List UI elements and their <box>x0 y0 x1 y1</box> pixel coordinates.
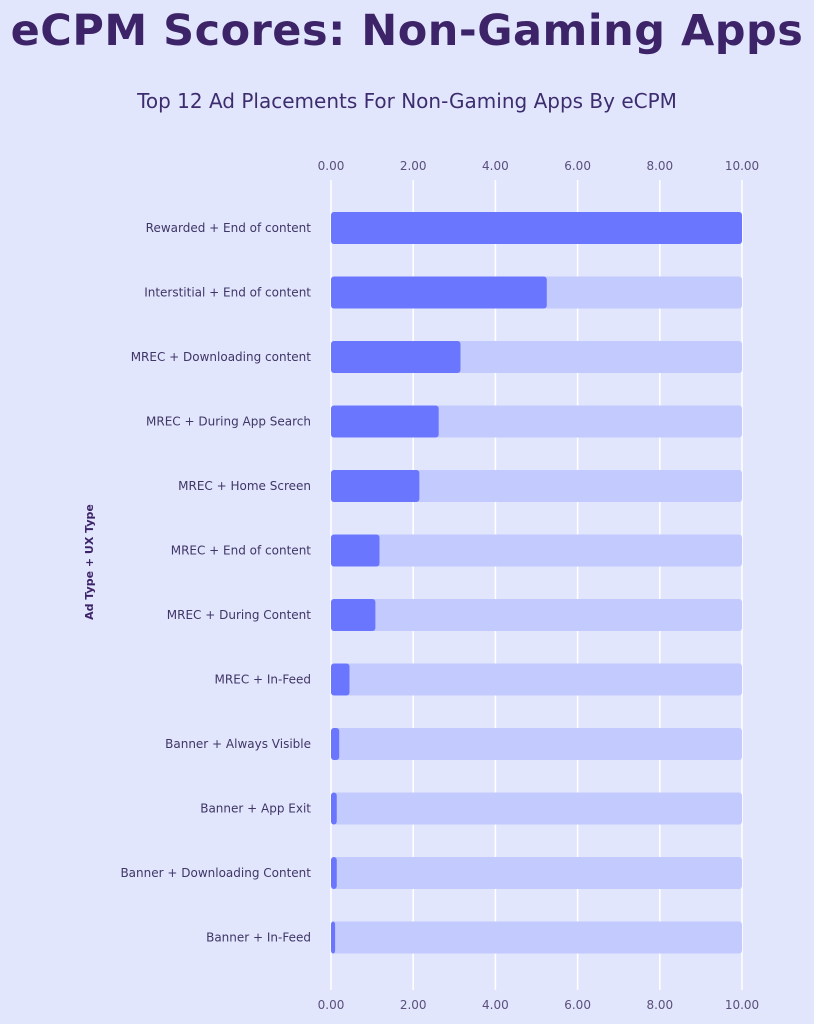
bar <box>331 405 439 438</box>
x-axis-top: 0.00 2.00 4.00 6.00 8.00 10.00 <box>318 159 760 173</box>
x-tick-label-bottom: 6.00 <box>564 998 591 1012</box>
x-tick-label-top: 10.00 <box>725 159 759 173</box>
bar-track <box>331 792 742 825</box>
x-tick-label-bottom: 8.00 <box>646 998 673 1012</box>
bar <box>331 663 350 696</box>
page-title: eCPM Scores: Non-Gaming Apps <box>10 6 804 56</box>
category-label: Interstitial + End of content <box>144 286 311 300</box>
bar-track <box>331 857 742 889</box>
bar-track <box>331 599 742 631</box>
bar-track <box>331 534 742 567</box>
x-axis-bottom: 0.00 2.00 4.00 6.00 8.00 10.00 <box>318 998 760 1012</box>
chart-subtitle: Top 12 Ad Placements For Non-Gaming Apps… <box>137 89 677 113</box>
bar <box>331 792 337 825</box>
category-label: MREC + Home Screen <box>178 479 311 493</box>
category-label: Rewarded + End of content <box>146 221 312 235</box>
bar-track <box>331 470 742 502</box>
category-label: MREC + End of content <box>171 544 312 558</box>
bar <box>331 534 380 567</box>
category-label: MREC + During App Search <box>146 415 311 429</box>
gridlines <box>330 180 743 990</box>
bar-track <box>331 921 742 954</box>
bar <box>331 212 742 244</box>
category-labels: Rewarded + End of content Interstitial + … <box>120 221 311 945</box>
x-tick-label-bottom: 10.00 <box>725 998 759 1012</box>
bar <box>331 921 336 954</box>
bar <box>331 276 547 309</box>
x-tick-label-top: 2.00 <box>400 159 427 173</box>
x-tick-label-bottom: 2.00 <box>400 998 427 1012</box>
category-label: Banner + Downloading Content <box>120 866 311 880</box>
category-label: Banner + In-Feed <box>206 931 311 945</box>
category-label: MREC + During Content <box>167 608 312 622</box>
bar <box>331 470 420 502</box>
x-tick-label-bottom: 0.00 <box>318 998 345 1012</box>
category-label: Banner + Always Visible <box>165 737 311 751</box>
bar-track <box>331 728 742 760</box>
bar <box>331 599 376 631</box>
y-axis-label: Ad Type + UX Type <box>83 504 96 620</box>
x-tick-label-top: 6.00 <box>564 159 591 173</box>
bar <box>331 857 337 889</box>
bar-track <box>331 663 742 696</box>
x-tick-label-top: 4.00 <box>482 159 509 173</box>
bars <box>331 212 742 954</box>
bar <box>331 728 340 760</box>
x-tick-label-top: 0.00 <box>318 159 345 173</box>
x-tick-label-bottom: 4.00 <box>482 998 509 1012</box>
bar <box>331 341 461 373</box>
category-label: Banner + App Exit <box>200 802 311 816</box>
category-label: MREC + In-Feed <box>215 673 311 687</box>
category-label: MREC + Downloading content <box>131 350 312 364</box>
x-tick-label-top: 8.00 <box>646 159 673 173</box>
